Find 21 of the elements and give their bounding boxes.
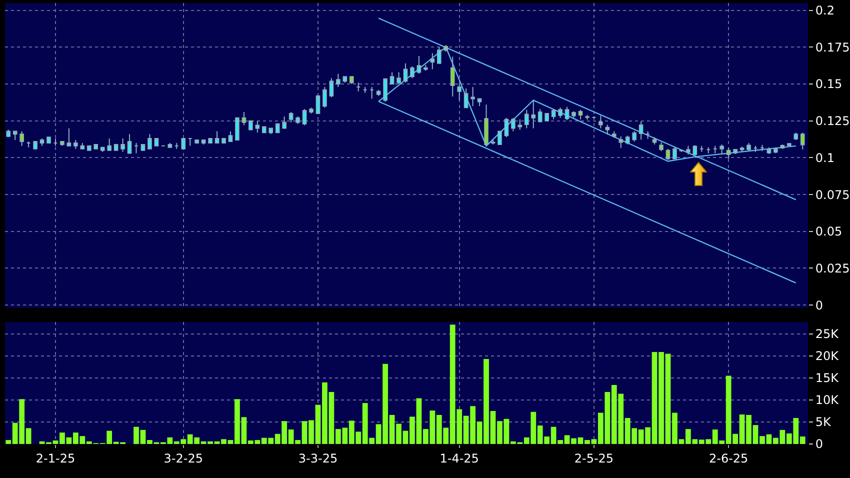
y-tick-label: 10K bbox=[815, 393, 840, 408]
y-tick-label: 25K bbox=[815, 327, 840, 342]
y-tick-label: 15K bbox=[815, 371, 840, 386]
x-tick-label: 3-3-25 bbox=[298, 451, 338, 466]
x-tick-label: 1-4-25 bbox=[440, 451, 479, 466]
y-tick-label: 0.125 bbox=[815, 114, 850, 128]
y-tick-label: 0.025 bbox=[815, 261, 850, 276]
x-tick-label: 3-2-25 bbox=[164, 451, 203, 466]
y-tick-label: 20K bbox=[815, 349, 840, 364]
y-tick-label: 0.05 bbox=[815, 224, 842, 239]
y-tick-label: 0.2 bbox=[815, 4, 834, 18]
x-tick-label: 2-6-25 bbox=[708, 451, 748, 466]
x-tick-label: 2-5-25 bbox=[574, 451, 614, 466]
y-tick-label: 0 bbox=[815, 437, 824, 452]
y-tick-label: 0.175 bbox=[815, 40, 850, 54]
y-tick-label: 0.1 bbox=[815, 150, 834, 165]
y-tick-label: 5K bbox=[815, 415, 832, 430]
y-tick-label: 0 bbox=[815, 298, 824, 312]
y-tick-label: 0.075 bbox=[815, 188, 850, 202]
y-tick-label: 0.15 bbox=[815, 77, 842, 92]
x-tick-label: 2-1-25 bbox=[36, 451, 76, 466]
